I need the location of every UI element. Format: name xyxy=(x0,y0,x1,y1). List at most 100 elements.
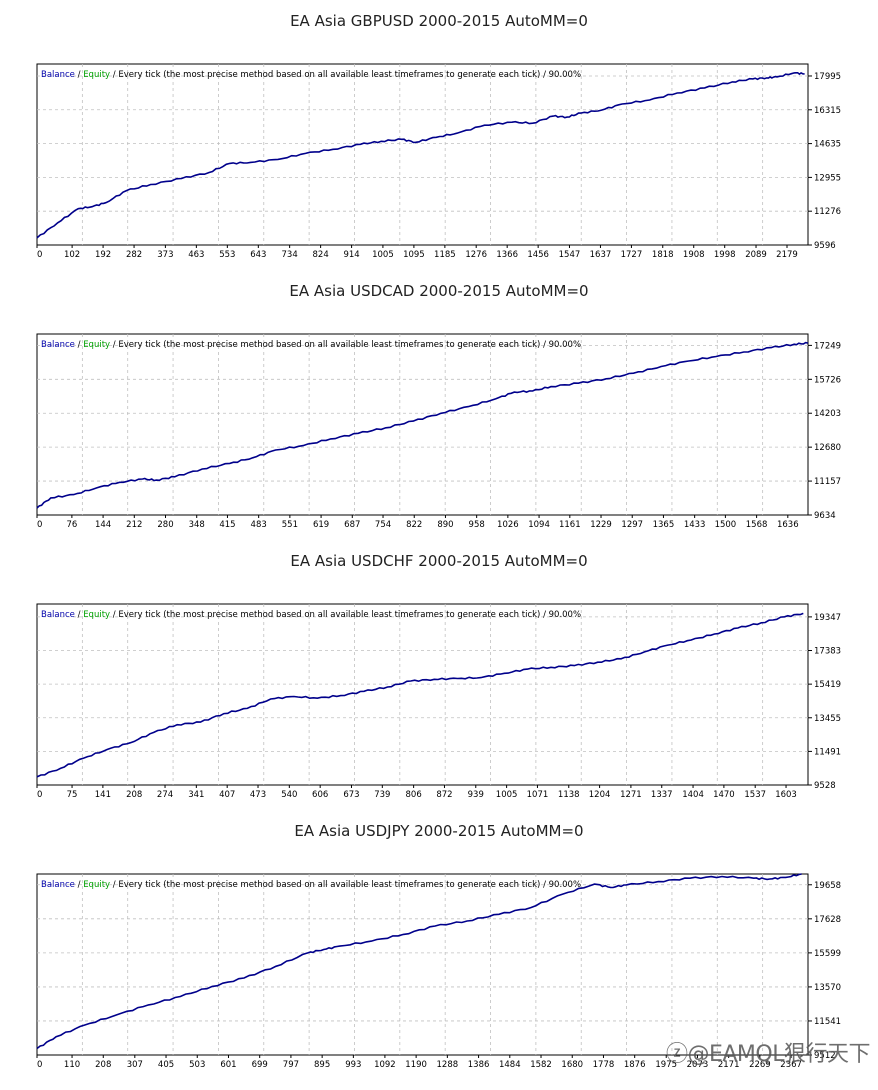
chart-1: 9596 11276 12955 14635 16315 17995 0 102 192 282 3… xyxy=(36,63,841,260)
x-tick-label: 348 xyxy=(189,520,205,530)
x-tick-label: 463 xyxy=(188,250,204,260)
x-tick-label: 824 xyxy=(313,250,329,260)
balance-line xyxy=(36,612,804,778)
y-tick-label: 17628 xyxy=(814,915,841,925)
y-tick-label: 14203 xyxy=(814,409,841,419)
x-tick-label: 754 xyxy=(375,520,391,530)
chart-panel-4: EA Asia USDJPY 2000-2015 AutoMM=0 9512 11… xyxy=(0,810,878,1080)
y-tick-label: 15419 xyxy=(814,680,841,690)
x-tick-label: 890 xyxy=(437,520,453,530)
y-tick-label: 17995 xyxy=(814,72,841,82)
x-tick-label: 1005 xyxy=(496,790,518,800)
y-tick-label: 13570 xyxy=(814,983,841,993)
y-tick-label: 9528 xyxy=(814,781,836,791)
x-tick-label: 2269 xyxy=(749,1060,771,1070)
x-tick-label: 1727 xyxy=(621,250,643,260)
x-tick-label: 1161 xyxy=(559,520,581,530)
legend-equity: Equity xyxy=(83,880,110,890)
x-tick-label: 619 xyxy=(313,520,329,530)
chart-title: EA Asia USDCHF 2000-2015 AutoMM=0 xyxy=(290,552,588,570)
y-tick-label: 15599 xyxy=(814,949,841,959)
x-tick-label: 939 xyxy=(468,790,484,800)
x-tick-label: 75 xyxy=(67,790,78,800)
x-tick-label: 1998 xyxy=(714,250,736,260)
x-tick-label: 872 xyxy=(436,790,452,800)
x-tick-label: 1185 xyxy=(434,250,456,260)
x-tick-label: 1908 xyxy=(683,250,705,260)
x-tick-label: 0 xyxy=(37,250,42,260)
x-tick-label: 208 xyxy=(126,790,142,800)
x-tick-label: 551 xyxy=(282,520,298,530)
legend: Balance / Equity / Every tick (the most … xyxy=(41,610,581,620)
x-tick-label: 1386 xyxy=(468,1060,490,1070)
x-tick-label: 1876 xyxy=(624,1060,646,1070)
x-tick-label: 208 xyxy=(95,1060,111,1070)
y-tick-label: 11491 xyxy=(814,747,841,757)
legend: Balance / Equity / Every tick (the most … xyxy=(41,70,581,80)
legend-sep: / xyxy=(75,610,83,620)
legend-equity: Equity xyxy=(83,340,110,350)
x-tick-label: 76 xyxy=(66,520,77,530)
x-tick-label: 797 xyxy=(283,1060,299,1070)
x-tick-label: 1456 xyxy=(527,250,549,260)
legend-desc: / Every tick (the most precise method ba… xyxy=(110,340,581,350)
x-tick-label: 540 xyxy=(281,790,297,800)
x-tick-label: 144 xyxy=(95,520,111,530)
x-tick-label: 1138 xyxy=(558,790,580,800)
x-tick-label: 2179 xyxy=(776,250,798,260)
x-tick-label: 102 xyxy=(64,250,80,260)
plot-frame xyxy=(36,63,809,246)
y-tick-label: 19347 xyxy=(814,613,841,623)
legend-balance: Balance xyxy=(41,70,75,80)
x-tick-label: 1366 xyxy=(496,250,518,260)
x-tick-label: 407 xyxy=(219,790,235,800)
chart-panel-2: EA Asia USDCAD 2000-2015 AutoMM=0 9634 11… xyxy=(0,270,878,540)
y-tick-label: 19658 xyxy=(814,881,841,891)
x-tick-label: 673 xyxy=(343,790,359,800)
x-tick-label: 212 xyxy=(126,520,142,530)
x-tick-label: 1582 xyxy=(530,1060,552,1070)
legend-desc: / Every tick (the most precise method ba… xyxy=(110,70,581,80)
x-tick-label: 553 xyxy=(219,250,235,260)
y-tick-label: 12955 xyxy=(814,173,841,183)
y-tick-label: 15726 xyxy=(814,375,841,385)
x-tick-label: 1229 xyxy=(590,520,612,530)
x-tick-label: 1975 xyxy=(655,1060,677,1070)
x-tick-label: 601 xyxy=(220,1060,236,1070)
x-tick-label: 958 xyxy=(469,520,485,530)
legend-sep: / xyxy=(75,70,83,80)
legend: Balance / Equity / Every tick (the most … xyxy=(41,340,581,350)
x-tick-label: 1680 xyxy=(561,1060,583,1070)
x-tick-label: 341 xyxy=(188,790,204,800)
x-tick-label: 274 xyxy=(157,790,173,800)
x-tick-label: 1005 xyxy=(372,250,394,260)
chart-title: EA Asia USDCAD 2000-2015 AutoMM=0 xyxy=(289,282,589,300)
y-tick-label: 9634 xyxy=(814,511,836,521)
x-tick-label: 734 xyxy=(282,250,298,260)
legend-balance: Balance xyxy=(41,340,75,350)
x-tick-label: 699 xyxy=(252,1060,268,1070)
x-tick-label: 606 xyxy=(312,790,328,800)
x-tick-label: 405 xyxy=(158,1060,174,1070)
x-tick-label: 1297 xyxy=(621,520,643,530)
chart-3: 9528 11491 13455 15419 17383 19347 0 75 141 208 27… xyxy=(36,603,841,800)
x-tick-label: 1271 xyxy=(620,790,642,800)
x-tick-label: 0 xyxy=(37,790,42,800)
x-tick-label: 1484 xyxy=(499,1060,521,1070)
x-tick-label: 2073 xyxy=(687,1060,709,1070)
plot-frame xyxy=(36,333,809,516)
legend-desc: / Every tick (the most precise method ba… xyxy=(110,610,581,620)
x-tick-label: 806 xyxy=(406,790,422,800)
x-tick-label: 307 xyxy=(127,1060,143,1070)
chart-panel-3: EA Asia USDCHF 2000-2015 AutoMM=0 9528 11… xyxy=(0,540,878,810)
x-tick-label: 282 xyxy=(126,250,142,260)
x-tick-label: 1071 xyxy=(527,790,549,800)
legend: Balance / Equity / Every tick (the most … xyxy=(41,880,581,890)
y-tick-label: 13455 xyxy=(814,714,841,724)
legend-sep: / xyxy=(75,340,83,350)
legend-balance: Balance xyxy=(41,610,75,620)
x-tick-label: 2089 xyxy=(745,250,767,260)
x-tick-label: 141 xyxy=(95,790,111,800)
balance-line xyxy=(36,341,809,509)
x-tick-label: 1095 xyxy=(403,250,425,260)
